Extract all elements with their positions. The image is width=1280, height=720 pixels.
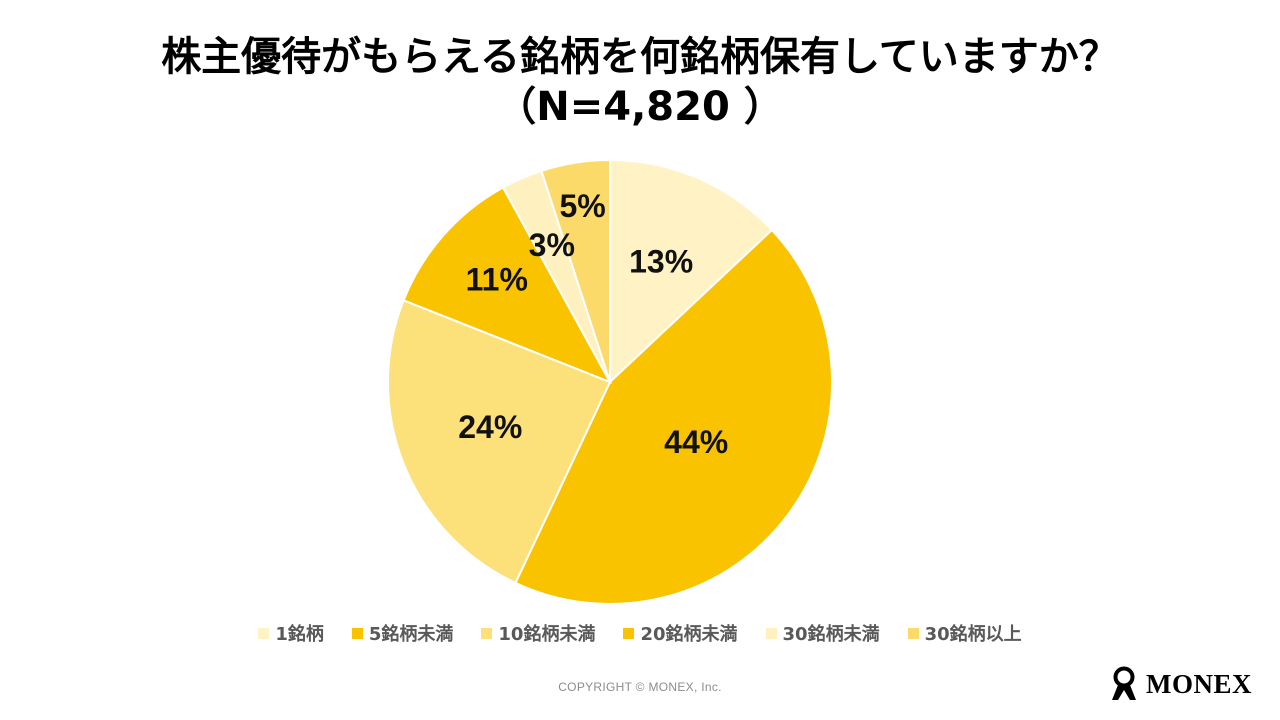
legend-swatch: [765, 627, 777, 639]
legend-item: 30銘柄以上: [907, 620, 1022, 646]
pie-data-label: 13%: [629, 243, 693, 279]
pie-slice: [540, 158, 611, 383]
pie-data-label: 3%: [529, 227, 575, 263]
copyright-text: COPYRIGHT © MONEX, Inc.: [558, 680, 722, 694]
legend-swatch: [481, 627, 493, 639]
legend-label: 10銘柄未満: [498, 624, 596, 645]
pie-slice: [514, 228, 833, 605]
legend-label: 30銘柄以上: [924, 624, 1022, 645]
legend-item: 1銘柄: [258, 620, 324, 646]
pie-slice: [402, 186, 613, 384]
monex-logo-text: MONEX: [1146, 668, 1252, 699]
legend-label: 30銘柄未満: [782, 624, 880, 645]
pie-data-labels: 13% 44% 24% 11%3%5%: [458, 188, 728, 460]
legend-swatch: [623, 627, 635, 639]
legend-item: 20銘柄未満: [623, 620, 738, 646]
legend-label: 20銘柄未満: [640, 624, 738, 645]
pie-data-label: 5%: [559, 188, 605, 224]
legend-label: 5銘柄未満: [368, 624, 454, 645]
chart-title: 株主優待がもらえる銘柄を何銘柄保有していますか？ （N=4,820 ）: [0, 32, 1280, 132]
legend-item: 10銘柄未満: [481, 620, 595, 646]
legend-item: 5銘柄未満: [351, 620, 454, 646]
legend-swatch: [351, 627, 363, 639]
pie-data-label: 44%: [664, 424, 728, 460]
pie-slice: [609, 158, 774, 385]
legend-swatch: [258, 627, 270, 639]
legend-label: 1銘柄: [275, 624, 324, 645]
chart-title-line2: （N=4,820 ）: [496, 84, 784, 130]
pie-data-label: 24%: [458, 409, 522, 445]
monex-logo: MONEX: [1108, 666, 1252, 702]
monex-logo-icon: [1112, 666, 1136, 700]
pie-slices: [387, 158, 833, 605]
legend-swatch: [907, 627, 919, 639]
chart-legend: 1銘柄 5銘柄未満 10銘柄未満 20銘柄未満 30銘柄未満 30銘柄以上: [0, 620, 1280, 646]
legend-item: 30銘柄未満: [765, 620, 880, 646]
pie-slice: [387, 298, 612, 585]
chart-title-line1: 株主優待がもらえる銘柄を何銘柄保有していますか？: [161, 34, 1119, 80]
pie-data-label: 11%: [466, 262, 528, 298]
